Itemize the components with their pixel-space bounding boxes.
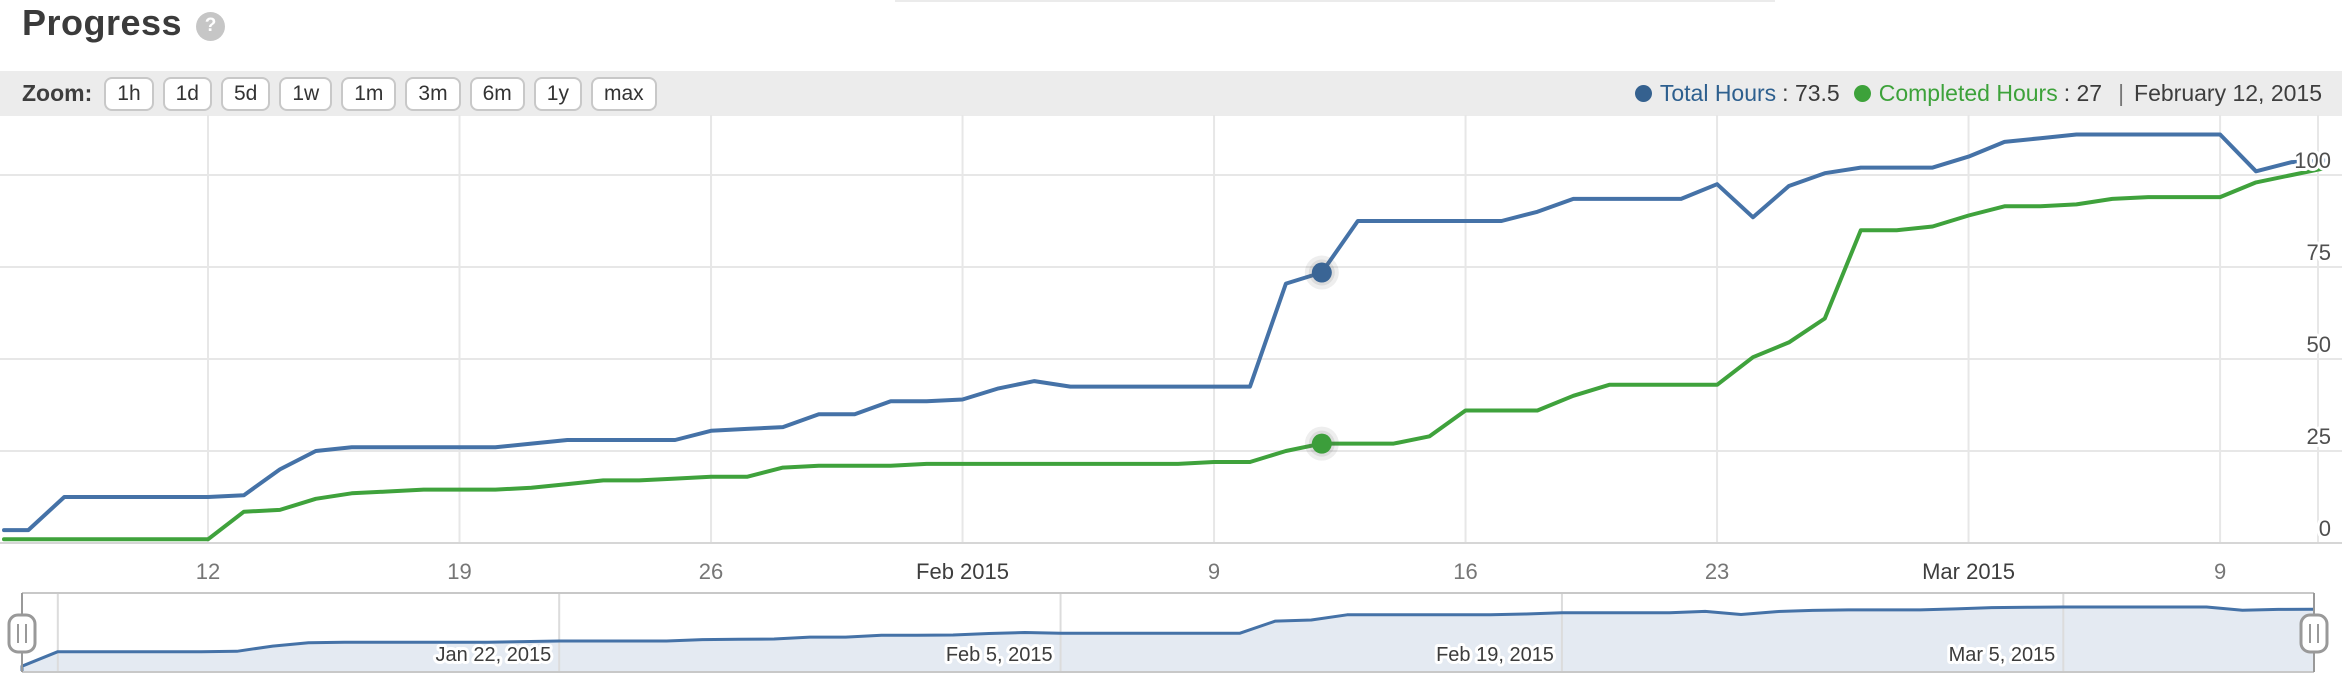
navigator-axis-label: Mar 5, 2015 [1949, 644, 2056, 666]
zoom-button-max[interactable]: max [590, 76, 657, 111]
x-axis-label: 19 [447, 559, 471, 584]
total-hours-marker [1304, 255, 1339, 290]
zoom-button-3m[interactable]: 3m [405, 76, 461, 111]
navigator-right-handle[interactable] [2299, 593, 2329, 672]
x-axis-label: Mar 2015 [1922, 559, 2015, 584]
top-hairline [895, 0, 1775, 2]
header: Progress ? [22, 2, 226, 44]
x-axis-label: 26 [699, 559, 723, 584]
x-axis-label: Feb 2015 [916, 559, 1009, 584]
toolbar: Zoom: 1h 1d 5d 1w 1m 3m 6m 1y max Total Hours: 7… [0, 71, 2342, 116]
zoom-button-1w[interactable]: 1w [279, 76, 333, 111]
total-hours-series-line [2, 132, 2330, 533]
zoom-range-label: Zoom: [22, 80, 93, 106]
legend-series-value: : 27 [2063, 80, 2103, 106]
y-axis-label: 75 [2307, 240, 2331, 265]
legend-item-completed-hours: Completed Hours: 27 [1853, 80, 2103, 107]
legend-item-total-hours: Total Hours: 73.5 [1634, 80, 1840, 107]
legend-series-value: : 73.5 [1782, 80, 1840, 106]
legend-series-name: Completed Hours [1878, 80, 2058, 106]
navigator-axis-label: Feb 19, 2015 [1436, 644, 1554, 666]
y-axis-label: 50 [2307, 332, 2331, 357]
y-axis-label: 100 [2294, 148, 2331, 173]
navigator-axis-label: Feb 5, 2015 [946, 644, 1053, 666]
zoom-button-5d[interactable]: 5d [220, 76, 271, 111]
help-icon[interactable]: ? [196, 11, 226, 41]
legend: Total Hours: 73.5 Completed Hours: 27 | Feb… [1621, 80, 2322, 107]
navigator[interactable]: Jan 22, 2015 Feb 5, 2015 Feb 19, 2015 Mar 5… [7, 592, 2329, 673]
legend-series-name: Total Hours [1659, 80, 1777, 106]
x-axis-label: 16 [1453, 559, 1477, 584]
page-title: Progress [22, 2, 183, 43]
zoom-button-1y[interactable]: 1y [533, 76, 582, 111]
navigator-series-line [20, 605, 2315, 671]
legend-dot-icon [1853, 85, 1871, 102]
x-axis-label: 9 [1208, 559, 1220, 584]
completed-hours-series-line [2, 165, 2330, 542]
zoom-button-6m[interactable]: 6m [469, 76, 525, 111]
navigator-axis-label: Jan 22, 2015 [436, 644, 552, 666]
navigator-area-fill [22, 607, 2314, 671]
y-axis-label: 0 [2319, 516, 2331, 541]
x-axis-label: 12 [196, 559, 220, 584]
navigator-left-handle[interactable] [7, 593, 37, 672]
y-axis-label: 25 [2307, 424, 2331, 449]
legend-separator: | [2118, 80, 2125, 106]
x-axis-label: 9 [2214, 559, 2226, 584]
zoom-button-1h[interactable]: 1h [104, 76, 154, 111]
zoom-button-group: 1h 1d 5d 1w 1m 3m 6m 1y max [104, 76, 657, 111]
x-axis-label: 23 [1705, 559, 1729, 584]
legend-current-date: February 12, 2015 [2134, 80, 2322, 106]
zoom-button-1d[interactable]: 1d [162, 76, 212, 111]
legend-dot-icon [1634, 85, 1652, 102]
plot-area: 0 25 50 75 100 12 19 26 Feb 2015 9 16 23 Mar 2015 9 [0, 115, 2342, 584]
completed-hours-marker [1304, 426, 1339, 461]
zoom-button-1m[interactable]: 1m [341, 76, 397, 111]
